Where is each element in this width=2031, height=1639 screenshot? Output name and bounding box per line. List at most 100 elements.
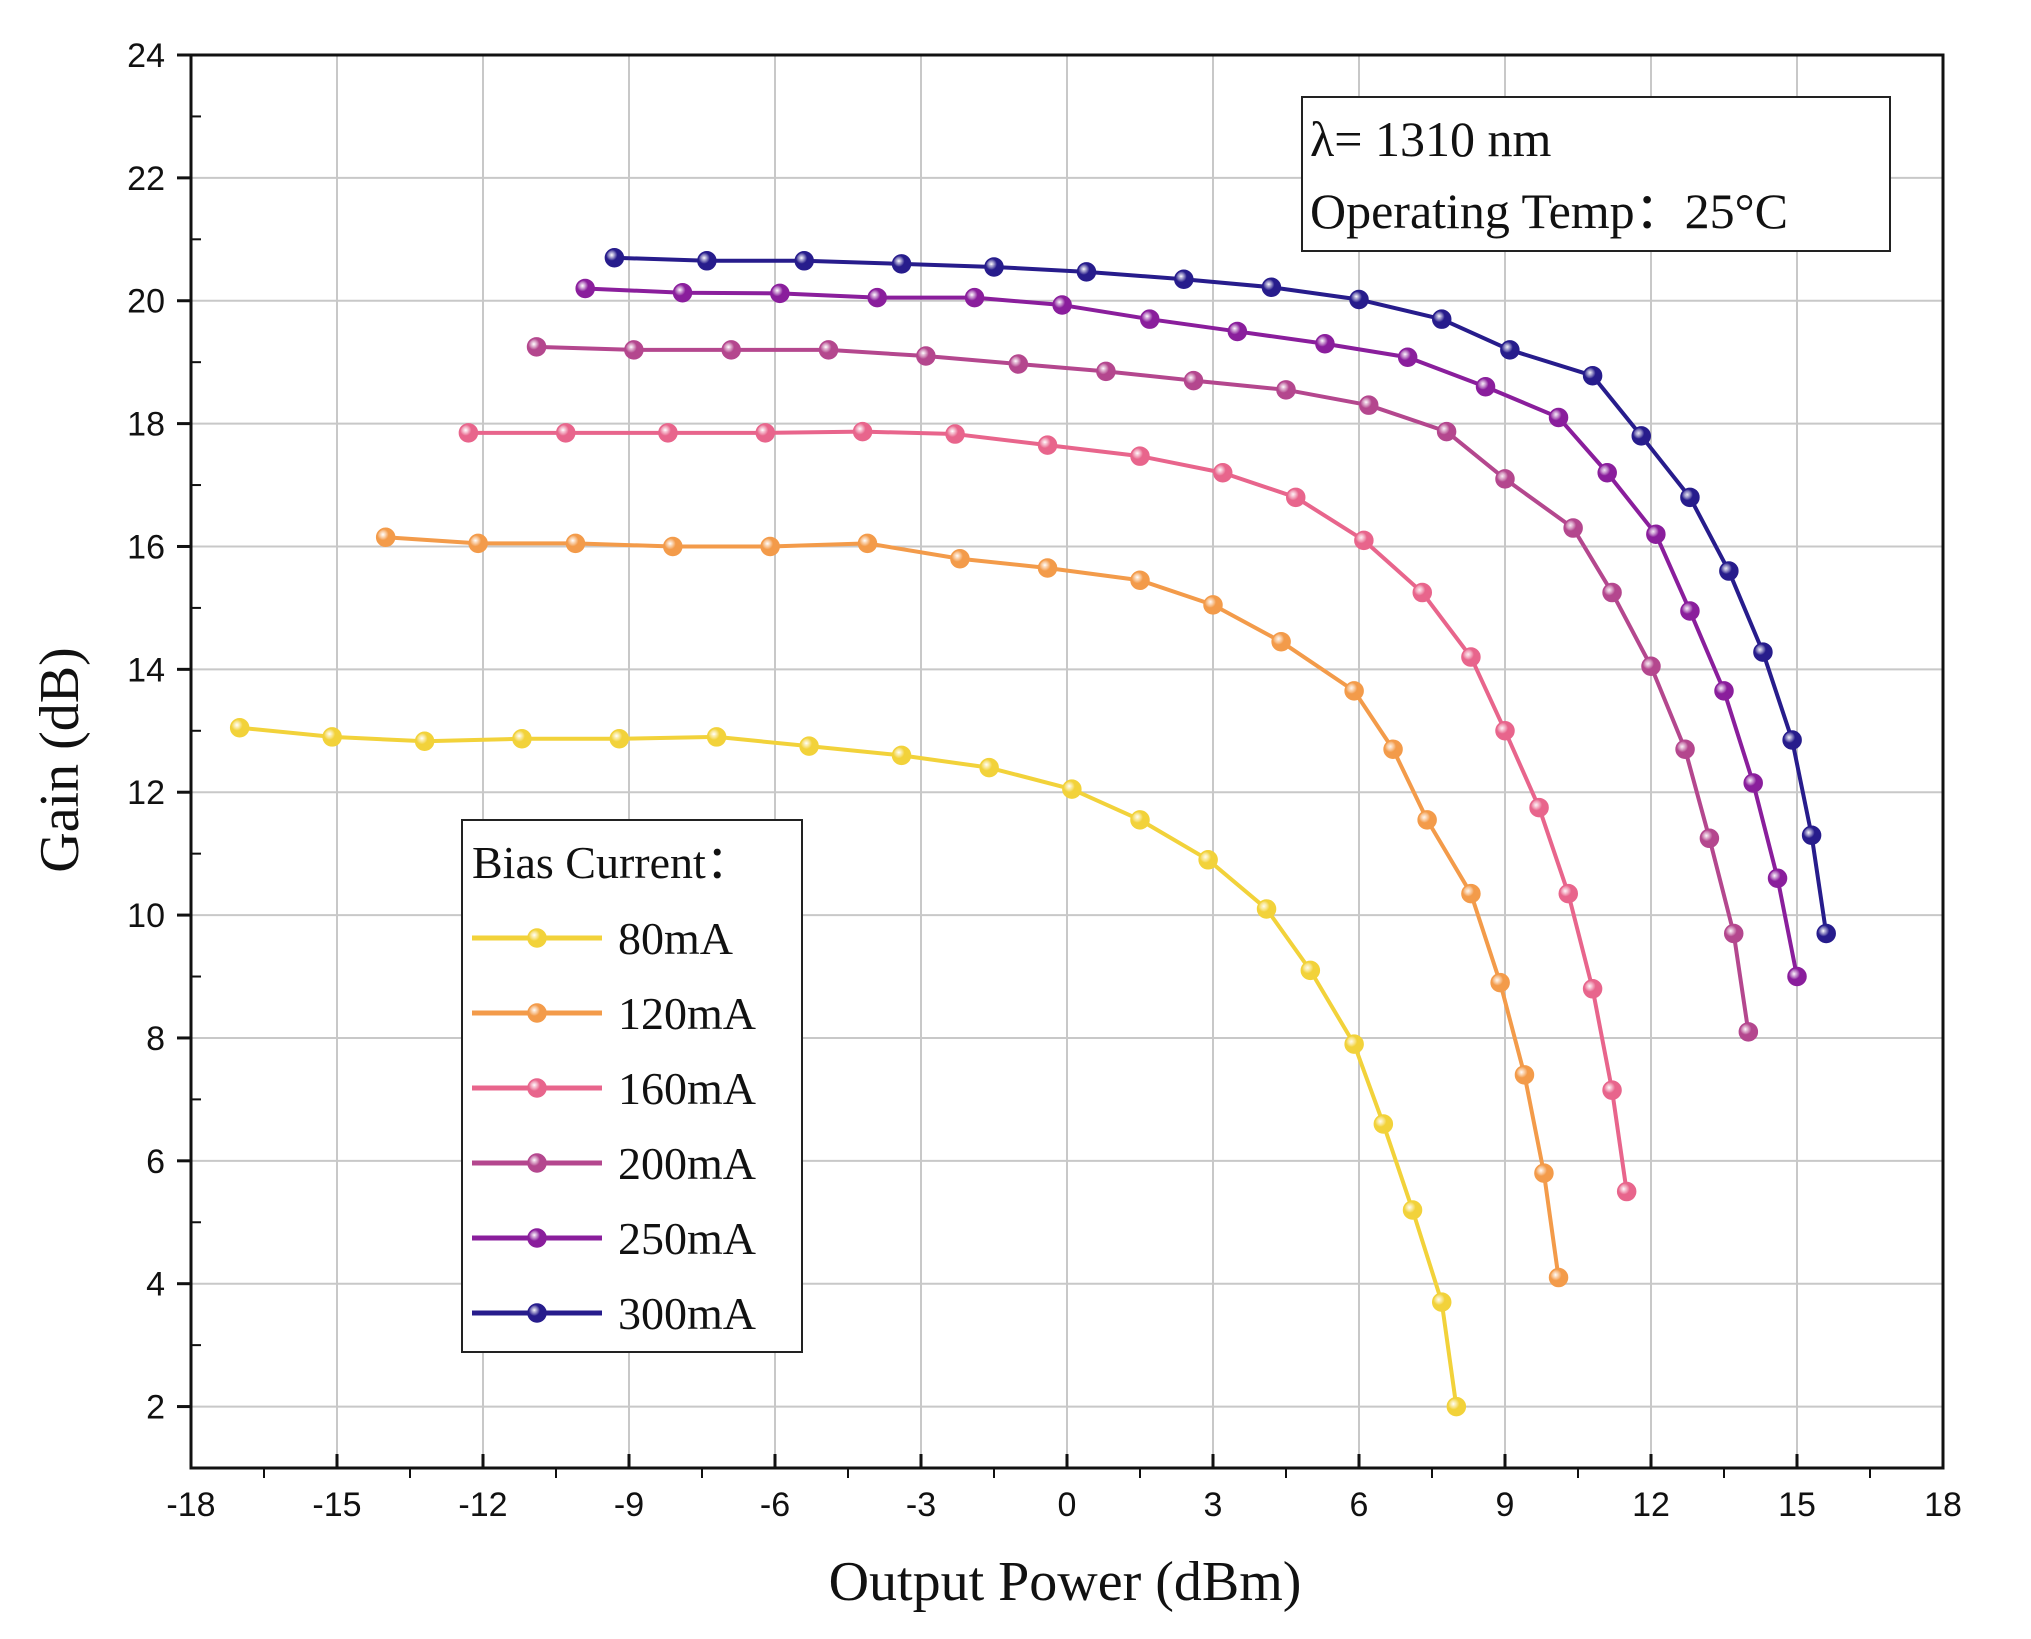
y-tick-label: 8 [146, 1020, 165, 1058]
legend-label: 200mA [618, 1138, 756, 1189]
data-point-250mA [964, 287, 985, 308]
data-point-300mA [891, 254, 912, 274]
x-tick-label: -6 [760, 1486, 790, 1524]
legend-entry-120mA: 120mA [472, 988, 756, 1039]
data-point-200mA [1699, 828, 1720, 849]
data-point-300mA [1174, 269, 1194, 289]
data-point-250mA [1680, 601, 1700, 621]
data-point-120mA [1271, 631, 1291, 652]
data-point-250mA [1714, 681, 1734, 701]
x-tick-label: 12 [1632, 1486, 1670, 1524]
x-tick-label: -3 [906, 1486, 936, 1524]
data-point-80mA [1256, 899, 1277, 919]
x-tick-label: 3 [1204, 1486, 1223, 1524]
data-point-300mA [1349, 289, 1369, 310]
data-point-250mA [1767, 868, 1788, 888]
data-point-80mA [1402, 1200, 1423, 1220]
data-point-80mA [1431, 1292, 1452, 1312]
temperature-annotation: Operating Temp：25°C [1310, 183, 1788, 239]
data-point-200mA [1563, 518, 1583, 538]
x-tick-label: 9 [1496, 1486, 1515, 1524]
data-point-120mA [375, 527, 396, 548]
data-point-80mA [706, 727, 727, 747]
x-tick-label: 15 [1778, 1486, 1816, 1524]
legend-label: 80mA [618, 913, 733, 964]
data-point-250mA [1646, 524, 1666, 544]
data-point-200mA [1675, 739, 1695, 759]
data-point-200mA [1276, 380, 1296, 400]
data-point-160mA [755, 423, 776, 443]
data-point-250mA [1787, 966, 1807, 987]
y-tick-label: 22 [127, 160, 165, 198]
data-point-120mA [1037, 558, 1058, 578]
data-point-80mA [1344, 1034, 1364, 1054]
data-point-300mA [1753, 642, 1773, 662]
legend-entry-300mA: 300mA [472, 1288, 756, 1339]
legend-entry-160mA: 160mA [472, 1063, 756, 1114]
data-point-160mA [1558, 883, 1579, 904]
data-point-160mA [658, 423, 678, 443]
legend-swatch-marker [527, 1153, 547, 1173]
series-200mA [526, 337, 1759, 1042]
data-point-250mA [672, 283, 693, 303]
data-point-250mA [1052, 295, 1072, 315]
x-tick-label: -18 [166, 1486, 215, 1524]
data-point-80mA [1130, 810, 1150, 830]
data-point-250mA [1139, 309, 1160, 329]
x-tick-label: 0 [1058, 1486, 1077, 1524]
data-point-200mA [526, 337, 547, 357]
x-axis-title: Output Power (dBm) [829, 1551, 1302, 1613]
axes-layer [177, 53, 1945, 1478]
data-point-250mA [1315, 333, 1335, 354]
data-point-120mA [1461, 883, 1481, 904]
data-point-300mA [1500, 340, 1520, 360]
data-point-120mA [760, 536, 780, 557]
data-point-80mA [1446, 1396, 1467, 1417]
data-point-160mA [1529, 797, 1549, 818]
series-120mA [375, 527, 1569, 1288]
data-point-300mA [794, 251, 814, 271]
data-point-80mA [414, 731, 435, 751]
data-point-160mA [1602, 1080, 1622, 1100]
data-point-300mA [604, 247, 625, 268]
data-point-120mA [1514, 1065, 1535, 1085]
data-point-300mA [1582, 365, 1603, 386]
x-tick-label: 18 [1924, 1486, 1962, 1524]
data-point-120mA [565, 533, 586, 554]
data-point-120mA [1130, 570, 1150, 591]
data-point-160mA [945, 424, 965, 444]
legend-swatch-marker [527, 928, 547, 948]
legend-label: 250mA [618, 1213, 756, 1264]
data-point-120mA [1203, 595, 1223, 615]
data-point-300mA [1431, 309, 1452, 329]
data-point-200mA [1495, 469, 1515, 489]
data-point-80mA [891, 745, 912, 766]
data-point-80mA [1300, 960, 1321, 981]
labels-layer: -18 -15 -12 -9 -6 -3 0 3 6 9 12 15 18246810121416182… [127, 37, 1962, 1524]
data-point-250mA [1397, 347, 1418, 368]
x-tick-label: -9 [614, 1486, 644, 1524]
legend-entries: 80mA 120mA 160mA 200mA 250mA 300mA [472, 913, 756, 1339]
data-point-120mA [950, 549, 970, 569]
data-point-250mA [1743, 773, 1763, 793]
data-point-160mA [1495, 721, 1515, 741]
data-point-200mA [1602, 582, 1622, 603]
y-tick-label: 12 [127, 774, 165, 812]
data-point-80mA [322, 727, 342, 747]
x-tick-label: -15 [312, 1486, 361, 1524]
legend-entry-250mA: 250mA [472, 1213, 756, 1264]
data-point-300mA [1680, 487, 1700, 508]
data-point-250mA [770, 283, 790, 304]
y-tick-label: 10 [127, 897, 165, 935]
data-point-200mA [818, 340, 839, 360]
data-point-200mA [1008, 354, 1029, 374]
data-point-200mA [1358, 395, 1379, 415]
data-point-80mA [1062, 779, 1082, 799]
data-point-300mA [1719, 561, 1739, 581]
legend-entry-200mA: 200mA [472, 1138, 756, 1189]
wavelength-annotation: λ= 1310 nm [1310, 111, 1551, 167]
data-point-200mA [1738, 1022, 1759, 1042]
data-point-160mA [1212, 463, 1233, 483]
